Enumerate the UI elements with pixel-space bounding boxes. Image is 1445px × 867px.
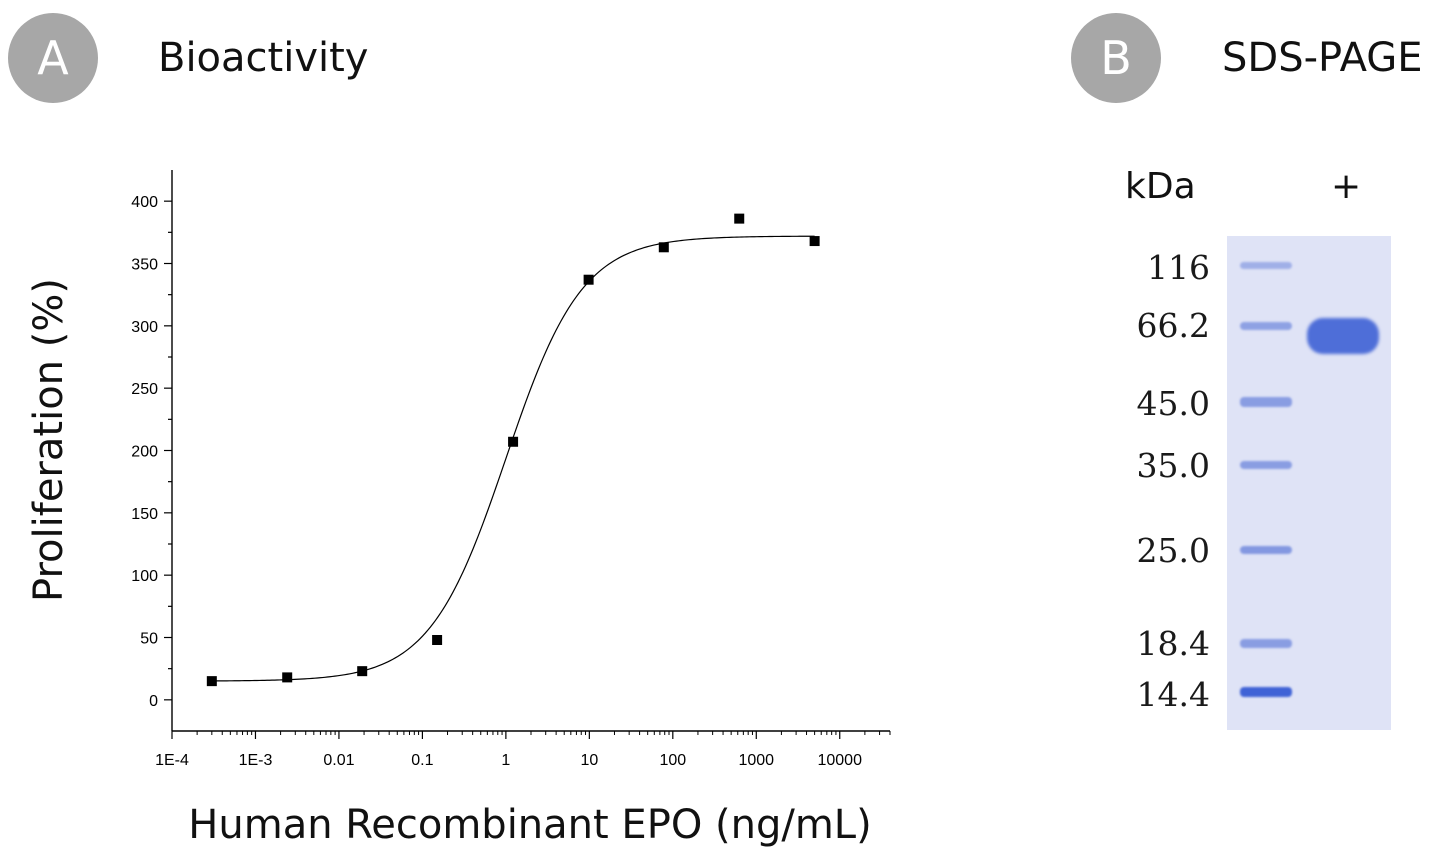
panel-a-badge-letter: A [37,31,69,85]
marker-label-18-4: 18.4 [1136,624,1210,663]
x-tick-label: 1000 [738,752,774,769]
fit-curve [211,235,815,682]
y-tick-label: 300 [131,319,158,336]
marker-label-116: 116 [1147,248,1210,287]
sample-band [1307,318,1379,354]
chart-axes [164,170,891,739]
kda-unit-label: kDa [1125,166,1196,207]
y-tick-label: 250 [131,381,158,398]
data-points [206,213,820,687]
y-tick-label: 400 [131,194,158,211]
data-point [583,274,594,285]
panel-b-title: SDS-PAGE [1222,35,1423,81]
gel-image [1227,236,1391,730]
panel-a-badge: A [8,13,98,103]
x-tick-label: 0.01 [323,752,354,769]
y-axis-title: Proliferation (%) [26,278,72,602]
x-axis-title: Human Recombinant EPO (ng/mL) [188,802,871,848]
y-tick-label: 150 [131,506,158,523]
marker-band-45-0 [1240,397,1292,407]
marker-band-18-4 [1240,639,1292,648]
chart-tick-labels: 0 50 100 150 200 250 300 350 400 1E-4 1E-3 0.01 0.1 1… [131,194,862,769]
x-tick-label: 1E-4 [155,752,189,769]
marker-band-116 [1240,262,1292,269]
marker-label-25-0: 25.0 [1136,531,1210,570]
marker-label-45-0: 45.0 [1136,384,1210,423]
data-point [432,634,443,645]
bioactivity-chart: 0 50 100 150 200 250 300 350 400 1E-4 1E-3 0.01 0.1 1… [26,170,891,848]
y-tick-label: 0 [149,693,158,710]
y-tick-label: 100 [131,568,158,585]
marker-band-14-4 [1240,687,1292,697]
marker-band-25-0 [1240,546,1292,554]
y-tick-label: 200 [131,444,158,461]
y-tick-label: 350 [131,257,158,274]
marker-label-14-4: 14.4 [1136,675,1210,714]
x-tick-label: 1E-3 [239,752,273,769]
marker-label-35-0: 35.0 [1136,446,1210,485]
y-tick-label: 50 [140,631,158,648]
data-point [508,436,519,447]
panel-b-badge-letter: B [1100,31,1132,85]
data-point [357,666,368,677]
panel-a-title: Bioactivity [158,35,369,81]
data-point [206,676,217,687]
x-tick-label: 1 [501,752,510,769]
x-tick-label: 10 [580,752,598,769]
x-tick-label: 0.1 [411,752,433,769]
marker-band-35-0 [1240,461,1292,469]
panel-b-badge: B [1071,13,1161,103]
sample-lane-label: + [1331,166,1362,207]
data-point [658,242,669,253]
data-point [282,672,293,683]
data-point [809,236,820,247]
marker-band-66-2 [1240,322,1292,330]
data-point [734,213,745,224]
x-tick-label: 10000 [817,752,862,769]
x-tick-label: 100 [659,752,686,769]
marker-label-66-2: 66.2 [1136,306,1210,345]
